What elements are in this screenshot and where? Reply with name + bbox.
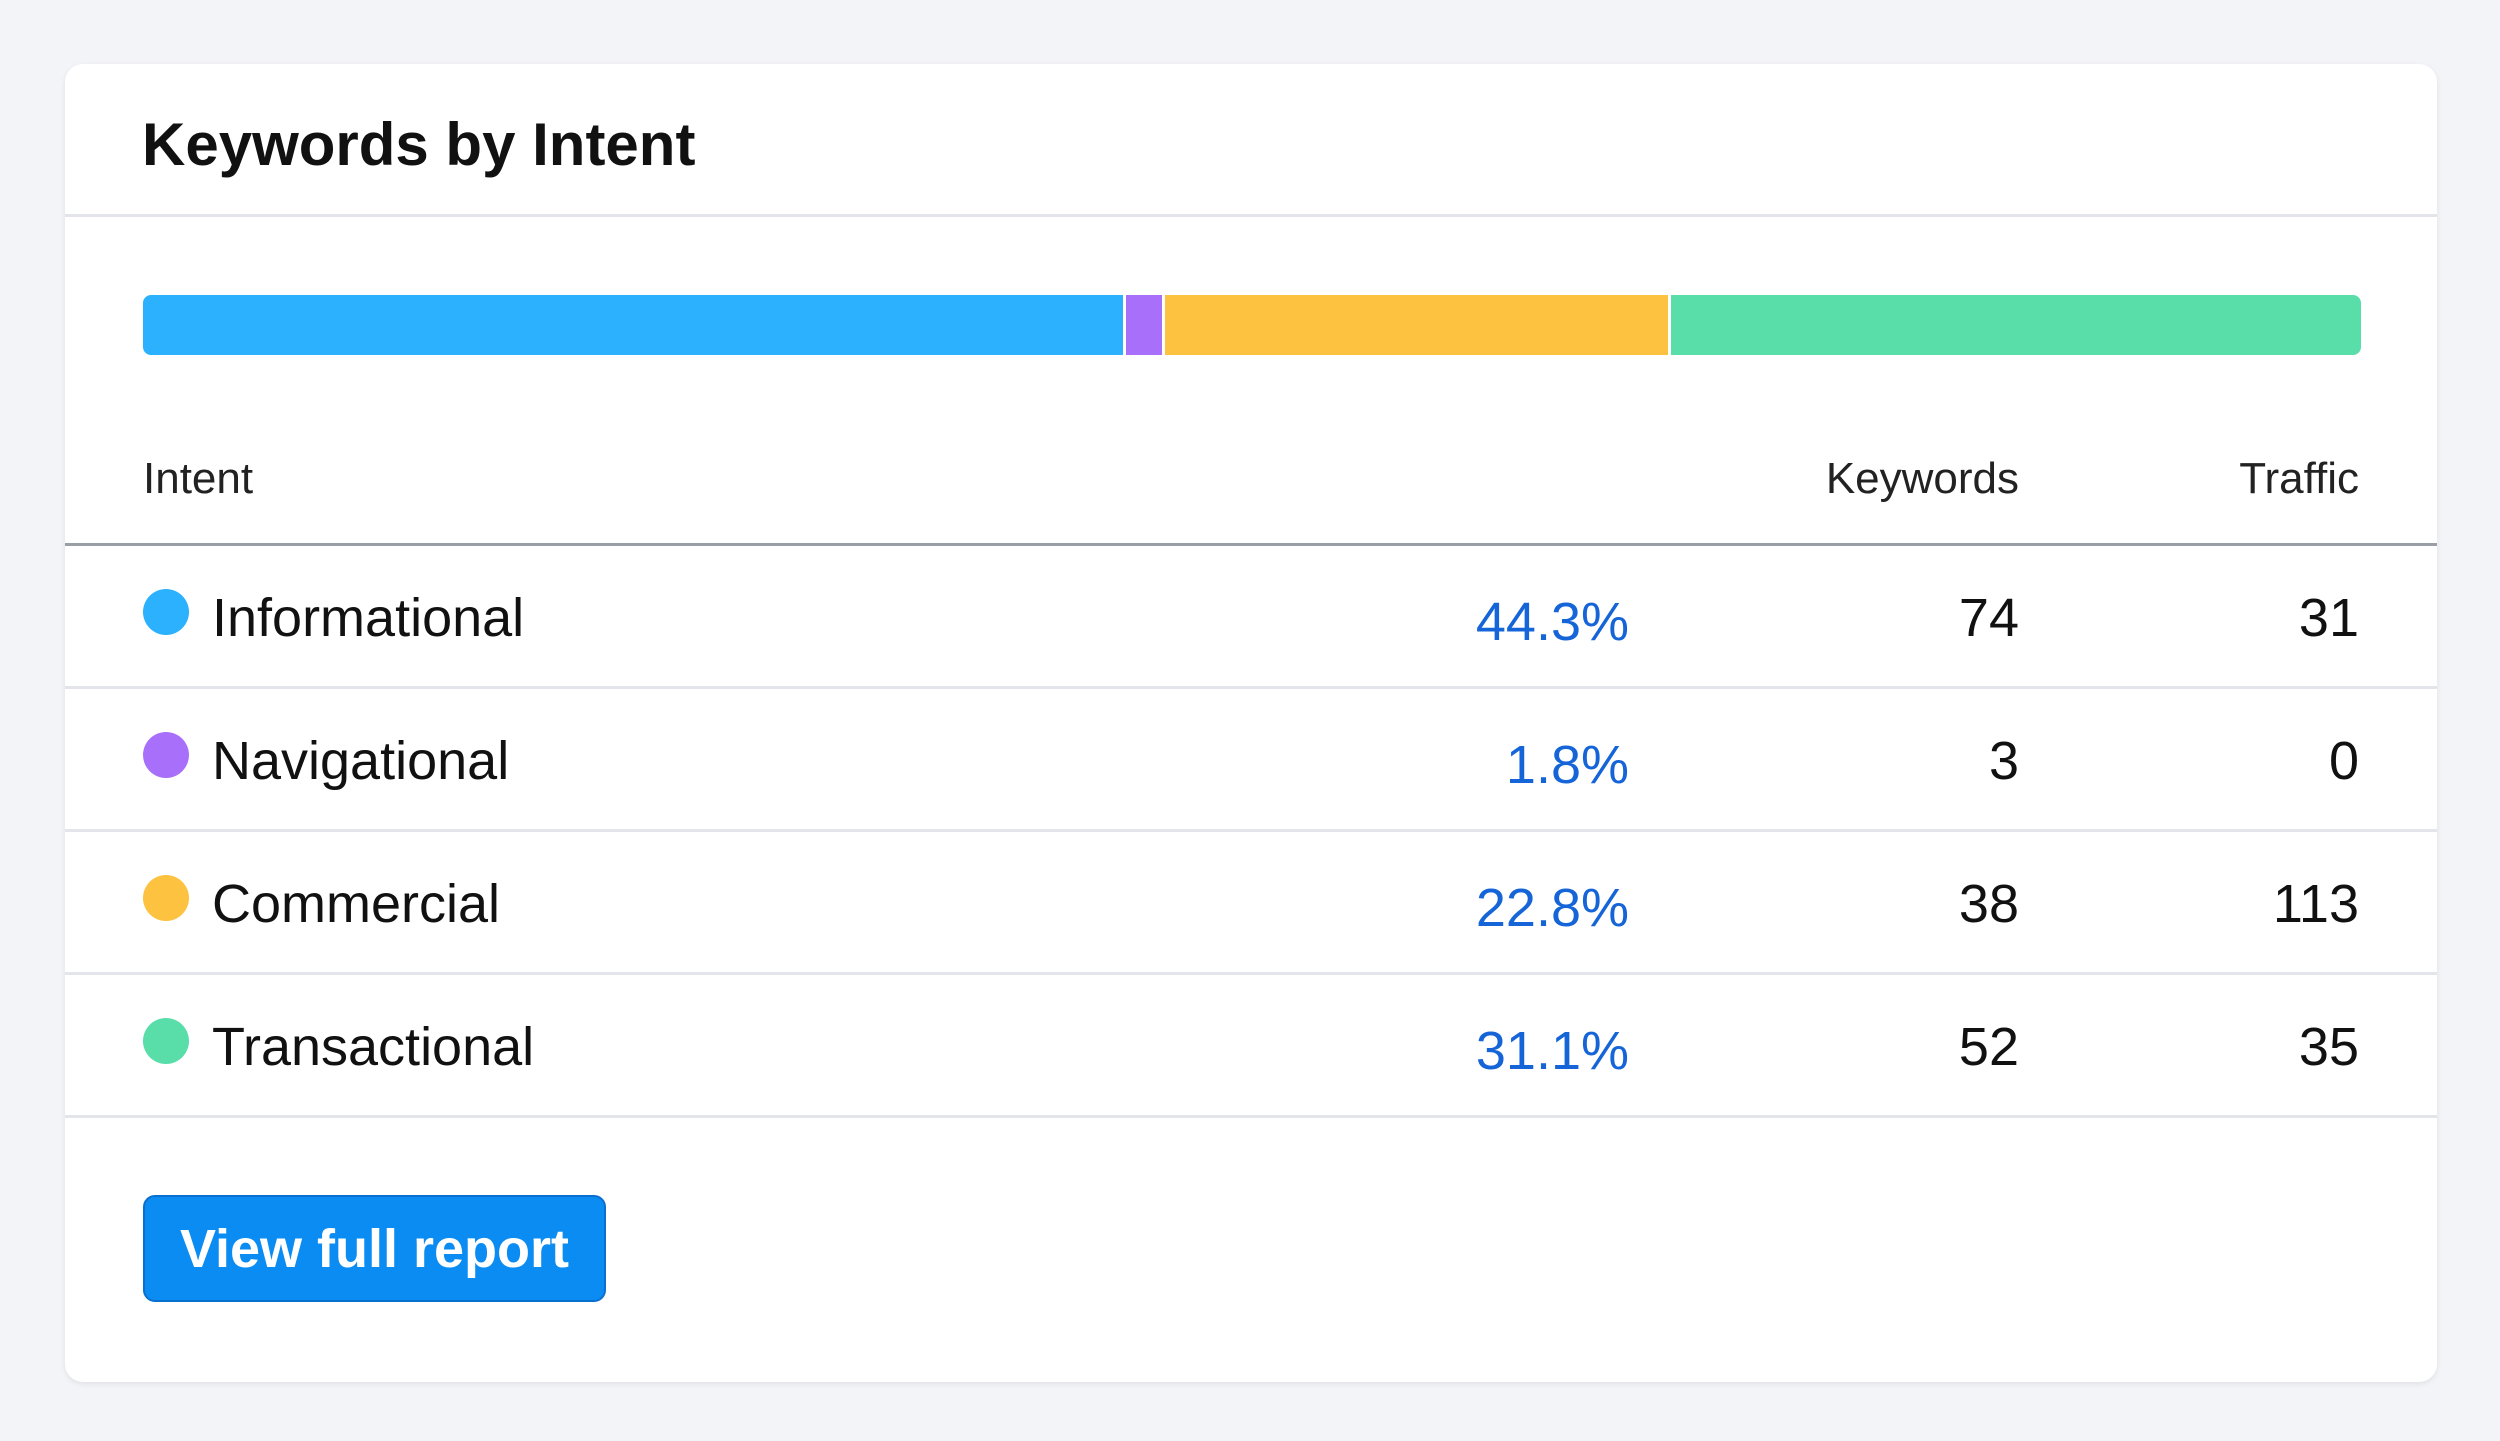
traffic-count: 35 xyxy=(2298,1017,2359,1077)
intent-name: Transactional xyxy=(212,1017,535,1077)
card-title: Keywords by Intent xyxy=(142,111,696,178)
divider xyxy=(65,214,2437,217)
intent-dot xyxy=(143,875,189,921)
row-divider xyxy=(65,686,2437,689)
intent-name: Navigational xyxy=(212,731,510,791)
keywords-count: 74 xyxy=(1958,588,2019,648)
intent-name: Commercial xyxy=(212,874,501,934)
intent-share: 1.8% xyxy=(1505,735,1629,795)
intent-share: 44.3% xyxy=(1475,592,1629,652)
column-header: Intent xyxy=(143,454,254,503)
card: Keywords by Intent Intent Keywords Traff… xyxy=(65,64,2437,1382)
intent-dot xyxy=(143,589,189,635)
header-divider xyxy=(65,543,2437,546)
row-divider xyxy=(65,829,2437,832)
view-report-button[interactable]: View full report xyxy=(143,1195,606,1302)
intent-dot xyxy=(143,1018,189,1064)
bar-segment xyxy=(143,295,1123,355)
keywords-count: 52 xyxy=(1958,1017,2019,1077)
intent-share: 31.1% xyxy=(1475,1021,1629,1081)
bar-segment xyxy=(1671,295,2361,355)
intent-name: Informational xyxy=(212,588,525,648)
traffic-count: 31 xyxy=(2298,588,2359,648)
row-divider xyxy=(65,972,2437,975)
column-header: Traffic xyxy=(2239,454,2359,503)
bar-segment xyxy=(1165,295,1669,355)
intent-bar xyxy=(143,295,2361,355)
keywords-count: 3 xyxy=(1988,731,2019,791)
keywords-count: 38 xyxy=(1958,874,2019,934)
column-header: Keywords xyxy=(1825,454,2019,503)
bar-segment xyxy=(1125,295,1163,355)
intent-dot xyxy=(143,732,189,778)
intent-share: 22.8% xyxy=(1475,878,1629,938)
traffic-count: 0 xyxy=(2328,731,2359,791)
row-divider xyxy=(65,1115,2437,1118)
traffic-count: 113 xyxy=(2272,874,2359,934)
